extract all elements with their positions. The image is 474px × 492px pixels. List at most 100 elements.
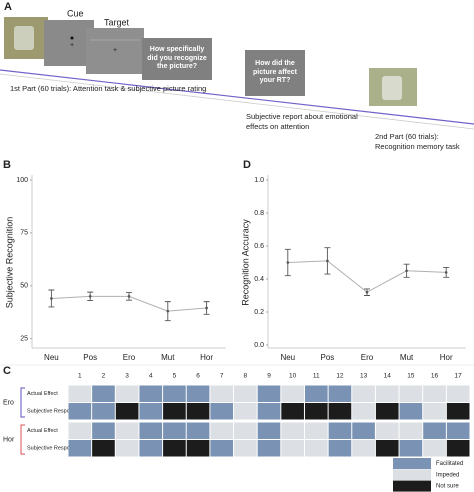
photo-glass xyxy=(382,76,402,100)
cell xyxy=(68,385,92,402)
cell xyxy=(257,440,281,457)
cell xyxy=(186,422,210,439)
point xyxy=(205,306,208,310)
cell xyxy=(234,385,257,402)
cell xyxy=(186,440,210,457)
cell xyxy=(163,403,186,420)
column-label: 4 xyxy=(149,373,153,380)
cell xyxy=(115,385,139,402)
cell xyxy=(92,422,115,439)
cell xyxy=(328,385,352,402)
x-tick-label: Mut xyxy=(161,353,175,362)
cell xyxy=(281,385,304,402)
column-label: 15 xyxy=(407,373,415,380)
cell xyxy=(115,422,139,439)
fixation: + xyxy=(70,42,74,49)
target-screen xyxy=(86,28,144,74)
report-caption: Subjective report about emotional effect… xyxy=(246,112,358,131)
y-tick-label: 0.2 xyxy=(254,309,264,316)
point xyxy=(127,295,131,298)
cell xyxy=(234,440,257,457)
cell xyxy=(399,385,423,402)
cell xyxy=(281,403,304,420)
cell xyxy=(423,440,446,457)
cell xyxy=(163,440,186,457)
cell xyxy=(423,422,446,439)
column-label: 14 xyxy=(384,373,392,380)
legend-swatch xyxy=(393,469,431,481)
y-axis-label: Subjective Recognition xyxy=(4,217,14,309)
panel-label: C xyxy=(3,365,11,377)
point xyxy=(365,290,369,294)
cell xyxy=(163,422,186,439)
cue-dot xyxy=(70,36,74,40)
cell xyxy=(304,385,328,402)
cell xyxy=(186,385,210,402)
photo-glass xyxy=(14,26,34,50)
cell xyxy=(257,403,281,420)
cell xyxy=(304,422,328,439)
column-label: 12 xyxy=(336,373,344,380)
column-label: 3 xyxy=(125,373,129,380)
y-tick-label: 1.0 xyxy=(254,177,264,184)
panel-label: B xyxy=(3,159,11,171)
cell xyxy=(163,385,186,402)
x-tick-label: Mut xyxy=(400,353,414,362)
row-label: Actual Effect xyxy=(27,428,58,434)
column-label: 9 xyxy=(267,373,271,380)
group-bracket xyxy=(20,424,25,455)
cell xyxy=(139,385,163,402)
column-label: 6 xyxy=(196,373,200,380)
cue-screen xyxy=(44,20,94,66)
x-tick-label: Ero xyxy=(123,353,136,362)
legend-label: Facilitated xyxy=(436,461,463,467)
column-label: 8 xyxy=(244,373,248,380)
cell xyxy=(399,440,423,457)
y-tick-label: 0.4 xyxy=(254,276,264,283)
point xyxy=(50,297,53,300)
point xyxy=(88,295,92,298)
cell xyxy=(352,440,375,457)
cue-label: Cue xyxy=(67,8,84,18)
cell xyxy=(234,422,257,439)
cell xyxy=(92,385,115,402)
y-tick-label: 0.0 xyxy=(254,342,264,349)
cell xyxy=(234,403,257,420)
column-label: 2 xyxy=(102,373,106,380)
timeline-shadow xyxy=(0,73,474,130)
cell xyxy=(375,422,399,439)
group-label: Hor xyxy=(3,436,15,443)
part-1-caption: 1st Part (60 trials): Attention task & s… xyxy=(10,84,207,93)
cell xyxy=(375,385,399,402)
cell xyxy=(328,440,352,457)
column-label: 5 xyxy=(173,373,177,380)
line xyxy=(287,260,447,293)
cell xyxy=(115,403,139,420)
row-label: Subjective Response xyxy=(27,446,79,452)
legend-label: Impeded xyxy=(436,472,459,478)
cell xyxy=(210,440,234,457)
group-bracket xyxy=(20,387,25,418)
cell xyxy=(257,422,281,439)
column-label: 17 xyxy=(455,373,463,380)
column-label: 11 xyxy=(313,373,320,380)
y-tick-label: 0.8 xyxy=(254,210,264,217)
cell xyxy=(210,422,234,439)
cell xyxy=(446,403,470,420)
column-label: 7 xyxy=(220,373,224,380)
cell xyxy=(352,385,375,402)
cell xyxy=(139,422,163,439)
x-tick-label: Neu xyxy=(280,353,295,362)
y-tick-label: 0.6 xyxy=(254,243,264,250)
cell xyxy=(139,440,163,457)
question-screen: How specifically did you recognize the p… xyxy=(142,38,212,80)
column-label: 13 xyxy=(360,373,368,380)
timeline xyxy=(0,69,474,125)
point xyxy=(444,271,448,274)
cell xyxy=(446,422,470,439)
cell xyxy=(304,440,328,457)
cell xyxy=(186,403,210,420)
point xyxy=(286,261,290,264)
point xyxy=(405,269,408,273)
